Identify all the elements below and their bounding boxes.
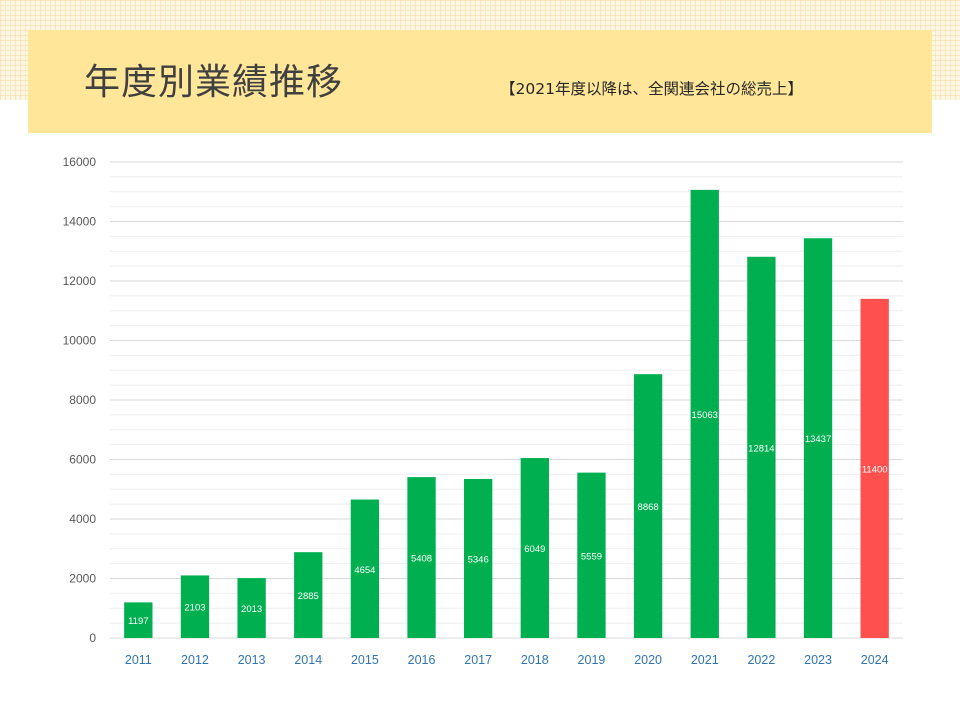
page-title: 年度別業績推移 <box>84 62 344 103</box>
y-tick-label: 0 <box>89 631 96 645</box>
data-label-2020: 8868 <box>638 502 659 513</box>
y-tick-label: 8000 <box>69 393 96 407</box>
bar-2016 <box>407 477 436 638</box>
x-tick-label: 2016 <box>408 653 436 667</box>
bar-2014 <box>294 552 323 638</box>
bar-2021 <box>690 189 719 639</box>
x-tick-label: 2023 <box>804 653 832 667</box>
title-band <box>28 30 932 133</box>
x-tick-label: 2014 <box>294 653 322 667</box>
bar-2022 <box>747 256 776 638</box>
bars <box>124 189 889 639</box>
data-labels: 1197 2103 2013 2885 4654 5408 5346 6049 5559 8868… <box>128 410 887 627</box>
data-label-2023: 13437 <box>805 434 831 445</box>
x-tick-label: 2019 <box>578 653 606 667</box>
bar-2020 <box>633 374 663 638</box>
bar-2019 <box>577 472 606 638</box>
data-label-2022: 12814 <box>748 443 774 454</box>
bar-2024 <box>860 298 889 638</box>
bar-2023 <box>803 238 833 638</box>
data-label-2021: 15063 <box>692 410 718 421</box>
y-tick-label: 4000 <box>69 512 96 526</box>
x-axis-ticks: 2011 2012 2013 2014 2015 2016 2017 2018 2019 2020… <box>125 653 889 667</box>
data-label-2017: 5346 <box>468 554 489 565</box>
y-tick-label: 10000 <box>63 334 97 348</box>
x-tick-label: 2024 <box>861 653 889 667</box>
page-subtitle: 【2021年度以降は、全関連会社の総売上】 <box>500 80 803 98</box>
data-label-2016: 5408 <box>411 554 432 565</box>
bar-2017 <box>464 478 493 638</box>
y-tick-label: 12000 <box>63 274 97 288</box>
data-label-2019: 5559 <box>581 551 602 562</box>
bar-2012 <box>180 575 210 638</box>
y-tick-label: 2000 <box>69 572 96 586</box>
x-tick-label: 2021 <box>691 653 719 667</box>
data-label-2011: 1197 <box>128 616 148 627</box>
x-tick-label: 2013 <box>238 653 266 667</box>
bar-2011 <box>124 602 153 638</box>
data-label-2013: 2013 <box>241 604 262 615</box>
x-tick-label: 2011 <box>125 653 152 667</box>
x-tick-label: 2012 <box>181 653 209 667</box>
x-tick-label: 2020 <box>634 653 662 667</box>
y-tick-label: 6000 <box>69 453 96 467</box>
data-label-2024: 11400 <box>862 464 888 475</box>
data-label-2012: 2103 <box>184 603 205 614</box>
data-label-2018: 6049 <box>524 544 545 555</box>
x-tick-label: 2017 <box>464 653 492 667</box>
data-label-2014: 2885 <box>298 591 319 602</box>
bar-2013 <box>237 578 266 638</box>
x-tick-label: 2022 <box>747 653 775 667</box>
bar-2018 <box>520 458 549 638</box>
data-label-2015: 4654 <box>354 565 375 576</box>
x-tick-label: 2015 <box>351 653 379 667</box>
y-tick-label: 16000 <box>63 155 97 169</box>
bar-2015 <box>350 499 380 638</box>
y-tick-label: 14000 <box>63 215 97 229</box>
gridlines <box>110 161 903 639</box>
y-axis-ticks: 0 2000 4000 6000 8000 10000 12000 14000 16000 <box>63 155 97 645</box>
x-tick-label: 2018 <box>521 653 549 667</box>
